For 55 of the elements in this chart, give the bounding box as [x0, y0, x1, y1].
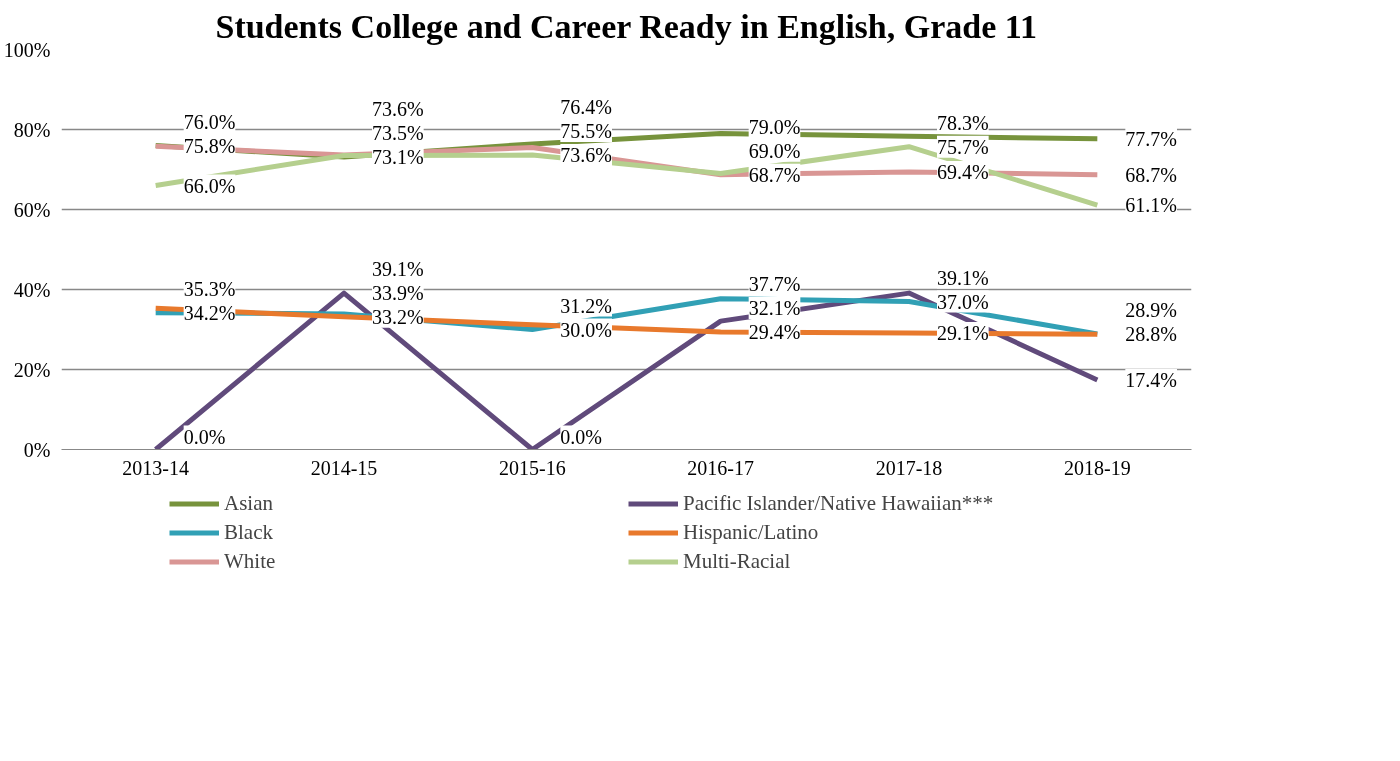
legend-label: Multi-Racial	[683, 548, 792, 574]
data-label: 39.1%	[937, 266, 989, 289]
data-label: 30.0%	[560, 318, 613, 341]
data-label: 73.6%	[560, 144, 613, 167]
data-label: 28.8%	[1125, 323, 1178, 346]
data-label: 73.6%	[372, 98, 424, 121]
data-label: 68.7%	[748, 163, 801, 186]
y-tick-label: 40%	[13, 278, 51, 301]
data-label: 66.0%	[183, 174, 236, 197]
data-label: 33.2%	[372, 305, 424, 328]
data-label: 73.1%	[372, 146, 424, 169]
data-label: 37.7%	[748, 272, 801, 295]
legend-label: White	[224, 548, 277, 574]
data-label: 35.3%	[183, 277, 236, 300]
data-label: 76.4%	[560, 96, 613, 119]
data-label: 32.1%	[748, 296, 801, 319]
data-label: 68.7%	[1125, 163, 1178, 186]
chart-title: Students College and Career Ready in English, Grade 11	[215, 7, 1037, 45]
data-label: 17.4%	[1125, 368, 1178, 391]
y-tick-label: 0%	[23, 438, 51, 461]
x-tick-label: 2014-15	[310, 456, 378, 479]
x-tick-label: 2018-19	[1064, 456, 1131, 479]
data-label: 39.1%	[372, 257, 424, 280]
data-label: 75.8%	[183, 135, 236, 158]
data-label: 29.4%	[748, 320, 801, 343]
data-label: 73.5%	[372, 122, 424, 145]
data-label: 69.0%	[748, 139, 801, 162]
y-tick-label: 60%	[13, 198, 51, 221]
y-tick-label: 100%	[3, 38, 51, 61]
x-tick-label: 2017-18	[875, 456, 943, 479]
legend-label: Asian	[224, 490, 274, 516]
data-label: 0.0%	[560, 425, 603, 448]
data-label: 75.5%	[560, 120, 613, 143]
data-label: 69.4%	[937, 160, 989, 183]
x-tick-label: 2016-17	[687, 456, 755, 479]
legend-label: Pacific Islander/Native Hawaiian***	[683, 490, 995, 516]
data-label: 29.1%	[937, 322, 989, 345]
data-label: 78.3%	[937, 111, 989, 134]
legend-label: Black	[224, 519, 274, 545]
data-label: 61.1%	[1125, 194, 1178, 217]
x-tick-label: 2015-16	[499, 456, 566, 479]
y-tick-label: 80%	[13, 118, 51, 141]
data-label: 33.9%	[372, 281, 424, 304]
data-label: 75.7%	[937, 135, 989, 158]
data-label: 31.2%	[560, 294, 613, 317]
data-label: 28.9%	[1125, 299, 1178, 322]
data-label: 0.0%	[183, 425, 226, 448]
legend-label: Hispanic/Latino	[683, 519, 820, 545]
data-label: 77.7%	[1125, 127, 1178, 150]
data-label: 34.2%	[183, 301, 236, 324]
x-tick-label: 2013-14	[122, 456, 190, 479]
data-label: 76.0%	[183, 111, 236, 134]
data-label: 79.0%	[748, 115, 801, 138]
data-label: 37.0%	[937, 290, 989, 313]
y-tick-label: 20%	[13, 358, 51, 381]
